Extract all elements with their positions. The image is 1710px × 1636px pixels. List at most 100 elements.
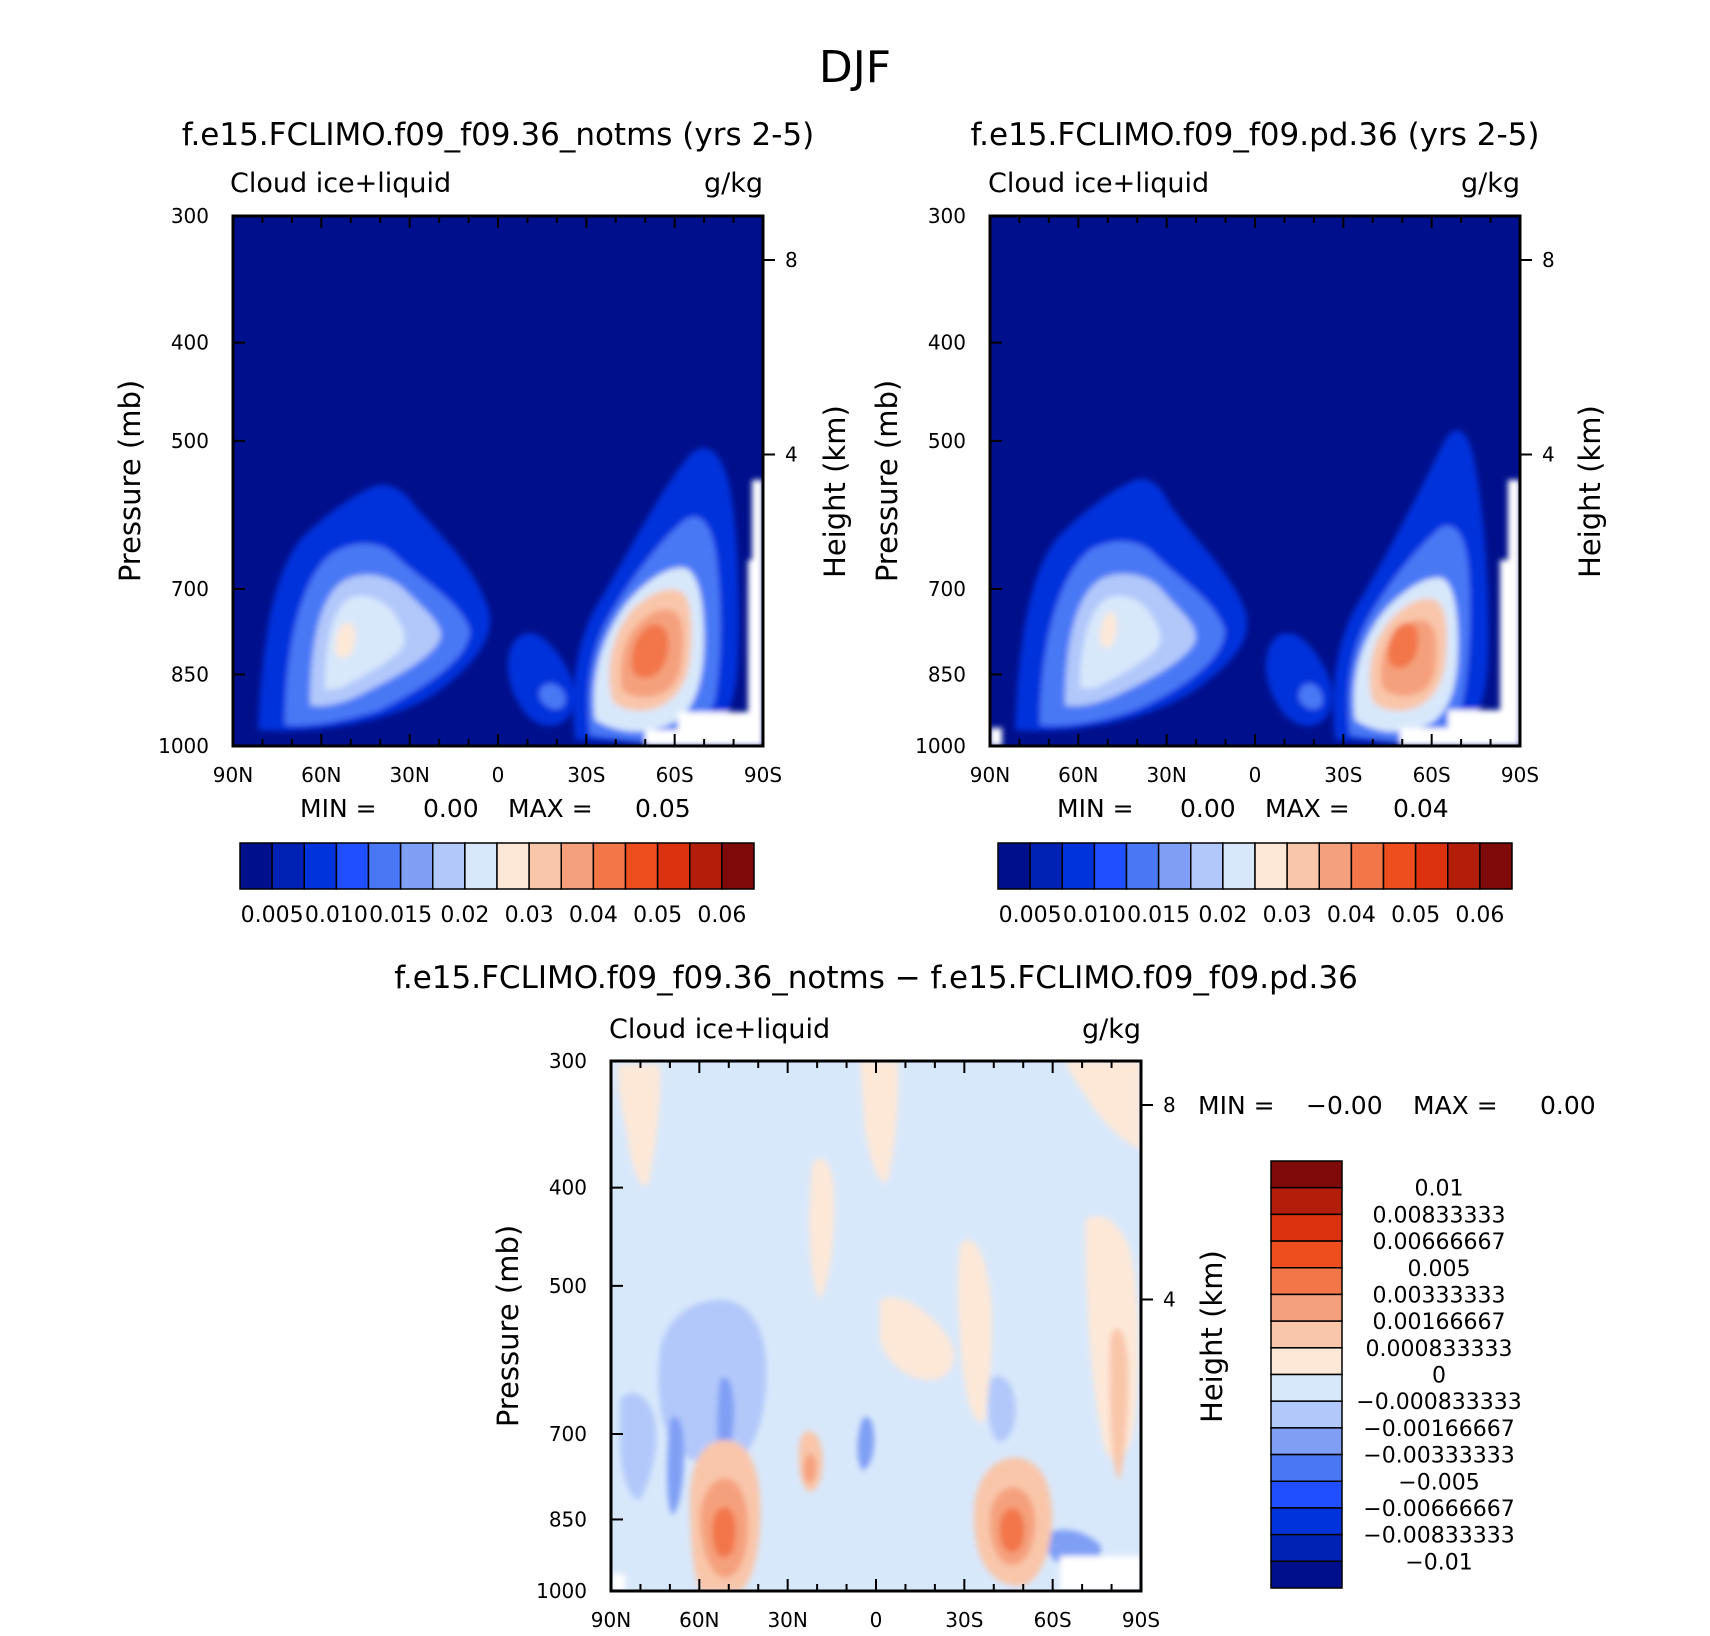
- panel-3-min-value: −0.00: [1306, 1091, 1383, 1120]
- y2-axis-title: Height (km): [1195, 1250, 1229, 1423]
- y2-tick-label: 4: [785, 443, 798, 467]
- panel-2-min-value: 0.00: [1180, 794, 1236, 823]
- panel-3-field: [611, 1061, 1141, 1591]
- y-tick-label: 1000: [158, 734, 209, 758]
- colorbar-swatch: [367, 842, 402, 890]
- colorbar-label: 0.02: [440, 903, 489, 928]
- panel-3-pos-streak-4: [809, 1158, 835, 1300]
- colorbar-swatch: [1382, 842, 1417, 890]
- colorbar-swatch: [1270, 1186, 1343, 1216]
- y2-tick-label: 8: [785, 248, 798, 272]
- panel-3-pos-streak-5: [957, 1240, 993, 1422]
- y-tick-label: 850: [549, 1507, 587, 1531]
- colorbar-label: 0.05: [633, 903, 682, 928]
- colorbar-swatch: [656, 842, 691, 890]
- colorbar-label: −0.00833333: [1363, 1524, 1514, 1549]
- x-tick-label: 60S: [656, 763, 694, 787]
- colorbar-label: 0.01: [1415, 1177, 1464, 1202]
- y2-axis-title: Height (km): [818, 405, 852, 578]
- x-tick-label: 60S: [1413, 763, 1451, 787]
- colorbar-swatch: [528, 842, 562, 890]
- colorbar-swatch: [1447, 842, 1481, 890]
- panel-3-neg-region-1: [658, 1300, 767, 1464]
- colorbar-swatch: [1270, 1400, 1343, 1429]
- colorbar-label: 0.00333333: [1373, 1283, 1506, 1308]
- colorbar-swatch: [997, 842, 1031, 890]
- figure-title: DJF: [819, 42, 891, 93]
- colorbar-label: 0.00666667: [1373, 1230, 1506, 1255]
- colorbar-swatch: [1270, 1533, 1343, 1563]
- colorbar-swatch: [1061, 842, 1096, 890]
- colorbar-label: 0: [1432, 1364, 1446, 1389]
- colorbar-label: 0.000833333: [1366, 1337, 1513, 1362]
- y-tick-label: 500: [549, 1274, 587, 1298]
- colorbar-swatch: [1414, 842, 1449, 890]
- panel-2-axes: 90N 60N 30N 0 30S 60S 90S 300 400 500 700 850 1000 8 4…: [870, 204, 1607, 787]
- colorbar-swatch: [1270, 1320, 1343, 1349]
- y2-tick-label: 8: [1542, 248, 1555, 272]
- colorbar-swatch: [1270, 1160, 1343, 1189]
- y-tick-label: 1000: [536, 1579, 587, 1603]
- panel-2-nh-peak: [1100, 612, 1117, 648]
- colorbar-swatch: [432, 842, 466, 890]
- panel-1-field: [233, 216, 763, 746]
- panel-1-title: f.e15.FCLIMO.f09_f09.36_notms (yrs 2-5): [182, 117, 814, 153]
- colorbar-swatch: [1270, 1507, 1343, 1536]
- colorbar-label: 0.005: [999, 903, 1062, 928]
- panel-1-max-label: MAX =: [508, 794, 593, 823]
- panel-2-variable-label: Cloud ice+liquid: [988, 168, 1209, 199]
- colorbar-label: 0.005: [1408, 1257, 1471, 1282]
- y-tick-label: 700: [171, 577, 209, 601]
- x-tick-label: 60N: [679, 1608, 719, 1632]
- colorbar-swatch: [1270, 1213, 1343, 1242]
- panel-3-pos-streak-7: [880, 1297, 954, 1380]
- y-tick-label: 300: [549, 1049, 587, 1073]
- panel-2: f.e15.FCLIMO.f09_f09.pd.36 (yrs 2-5) Clo…: [870, 117, 1607, 928]
- colorbar-swatch: [592, 842, 627, 890]
- panel-2-missing-region: [1400, 480, 1520, 746]
- y-tick-label: 300: [928, 204, 966, 228]
- y-tick-label: 500: [928, 429, 966, 453]
- panel-3-missing-left: [611, 1574, 625, 1591]
- y-tick-label: 400: [171, 331, 209, 355]
- colorbar-swatch: [239, 842, 273, 890]
- x-tick-label: 0: [492, 763, 505, 787]
- y2-tick-label: 4: [1163, 1288, 1176, 1312]
- x-tick-label: 90S: [1122, 1608, 1160, 1632]
- colorbar-label: −0.00166667: [1363, 1417, 1514, 1442]
- colorbar-label: 0.010: [305, 903, 368, 928]
- x-tick-label: 30S: [567, 763, 605, 787]
- panel-1-missing-region: [645, 480, 763, 746]
- y-tick-label: 700: [928, 577, 966, 601]
- panel-1-nh-core: [325, 595, 405, 690]
- panel-2-missing-left: [990, 728, 1002, 746]
- panel-2-tropical-core: [1298, 683, 1323, 710]
- panel-3-pos-small-2: [803, 1453, 817, 1483]
- colorbar-swatch: [1270, 1480, 1343, 1509]
- y2-tick-label: 4: [1542, 443, 1555, 467]
- panel-3-missing-region: [1060, 1556, 1141, 1591]
- colorbar-swatch: [1157, 842, 1192, 890]
- panel-3-neg-region-3: [988, 1376, 1016, 1442]
- x-tick-label: 90S: [1501, 763, 1539, 787]
- colorbar-label: −0.01: [1405, 1550, 1472, 1575]
- panel-1-min-value: 0.00: [423, 794, 479, 823]
- colorbar-label: 0.005: [241, 903, 304, 928]
- panel-3-pos-streak-3: [1065, 1061, 1141, 1150]
- colorbar-swatch: [1350, 842, 1385, 890]
- colorbar-label: 0.00833333: [1373, 1203, 1506, 1228]
- panel-2-max-value: 0.04: [1393, 794, 1449, 823]
- panel-1-axes: 90N 60N 30N 0 30S 60S 90S 300 400 500 700 850 1000 8 4…: [113, 204, 852, 787]
- panel-3-max-value: 0.00: [1540, 1091, 1596, 1120]
- panel-1-units-label: g/kg: [704, 168, 763, 199]
- colorbar-label: 0.015: [1127, 903, 1190, 928]
- colorbar-label: −0.005: [1398, 1470, 1479, 1495]
- colorbar-swatch: [1270, 1240, 1343, 1269]
- y-tick-label: 400: [928, 331, 966, 355]
- x-tick-label: 0: [870, 1608, 883, 1632]
- colorbar-swatch: [271, 842, 305, 890]
- panel-2-title: f.e15.FCLIMO.f09_f09.pd.36 (yrs 2-5): [970, 117, 1539, 153]
- y-tick-label: 850: [928, 662, 966, 686]
- colorbar-label: 0.06: [697, 903, 746, 928]
